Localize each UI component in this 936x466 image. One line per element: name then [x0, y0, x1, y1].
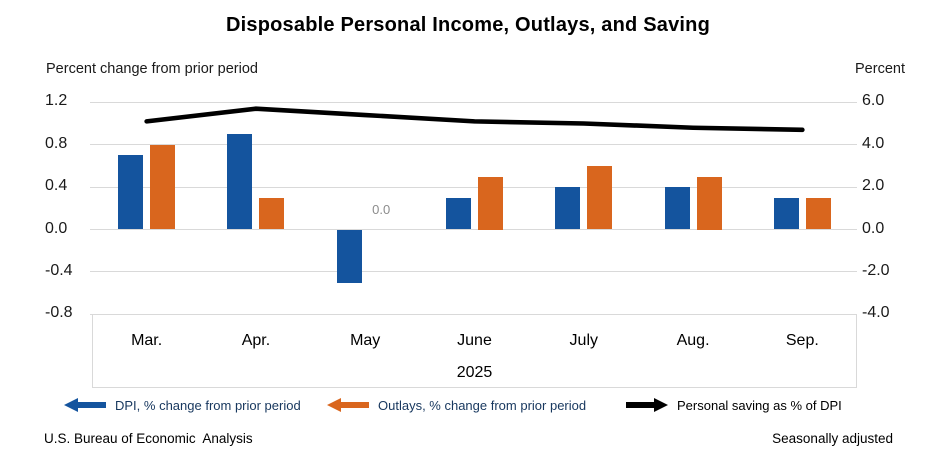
bar-outlays — [805, 197, 831, 230]
legend-label-dpi: DPI, % change from prior period — [115, 397, 301, 413]
legend-item-dpi: DPI, % change from prior period — [64, 396, 301, 414]
y-axis-tick-label-right: 4.0 — [862, 134, 885, 152]
bar-dpi — [773, 197, 799, 230]
saving-line — [144, 106, 805, 133]
legend-label-outlays: Outlays, % change from prior period — [378, 397, 587, 413]
gridline — [90, 186, 857, 188]
y-axis-tick-label-left: 1.2 — [45, 92, 68, 110]
bar-dpi — [555, 187, 581, 230]
source-text: U.S. Bureau of Economic Analysis — [44, 431, 253, 446]
gridline — [90, 271, 857, 273]
gridline — [90, 229, 857, 230]
legend-item-saving: Personal saving as % of DPI — [626, 396, 842, 414]
chart-title: Disposable Personal Income, Outlays, and… — [226, 14, 710, 36]
seasonally-adjusted-note: Seasonally adjusted — [772, 431, 893, 446]
x-axis-month-label: July — [569, 332, 598, 349]
x-axis-year-label: 2025 — [456, 364, 493, 381]
x-axis-month-label: June — [457, 332, 492, 349]
x-axis-month-label: Mar. — [131, 332, 163, 349]
y-axis-tick-label-left: 0.8 — [45, 134, 68, 152]
bar-dpi — [336, 229, 362, 283]
y-axis-tick-label-right: 6.0 — [862, 92, 885, 110]
y-axis-tick-label-left: 0.4 — [45, 177, 68, 195]
gridline — [90, 144, 857, 146]
legend-label-saving: Personal saving as % of DPI — [677, 397, 842, 413]
left-axis-title: Percent change from prior period — [46, 61, 258, 77]
right-arrow-icon — [626, 398, 668, 412]
y-axis-tick-label-right: -2.0 — [862, 261, 890, 279]
bar-dpi — [446, 197, 471, 230]
bar-outlays — [259, 197, 285, 230]
x-axis-label-box — [92, 314, 857, 389]
x-axis-month-label: Apr. — [241, 332, 271, 349]
bar-dpi — [118, 155, 144, 230]
x-axis-month-label: Sep. — [785, 332, 819, 349]
left-arrow-icon — [64, 398, 106, 412]
gridline — [90, 101, 857, 103]
y-axis-tick-label-right: -4.0 — [862, 304, 890, 322]
x-axis-month-label: May — [350, 332, 381, 349]
legend-item-outlays: Outlays, % change from prior period — [327, 396, 586, 414]
y-axis-tick-label-left: -0.8 — [45, 304, 73, 322]
bar-outlays — [150, 144, 176, 230]
bar-outlays — [478, 176, 503, 230]
bar-dpi — [227, 134, 253, 230]
y-axis-tick-label-left: 0.0 — [45, 219, 68, 237]
y-axis-tick-label-right: 0.0 — [862, 219, 885, 237]
bar-outlays — [587, 165, 613, 230]
y-axis-tick-label-left: -0.4 — [45, 261, 73, 279]
bar-outlays — [696, 176, 722, 230]
y-axis-tick-label-right: 2.0 — [862, 177, 885, 195]
zero-value-data-label: 0.0 — [372, 202, 391, 217]
left-arrow-icon — [327, 398, 369, 412]
right-axis-title: Percent — [855, 61, 905, 77]
bar-dpi — [664, 187, 690, 230]
x-axis-month-label: Aug. — [676, 332, 710, 349]
